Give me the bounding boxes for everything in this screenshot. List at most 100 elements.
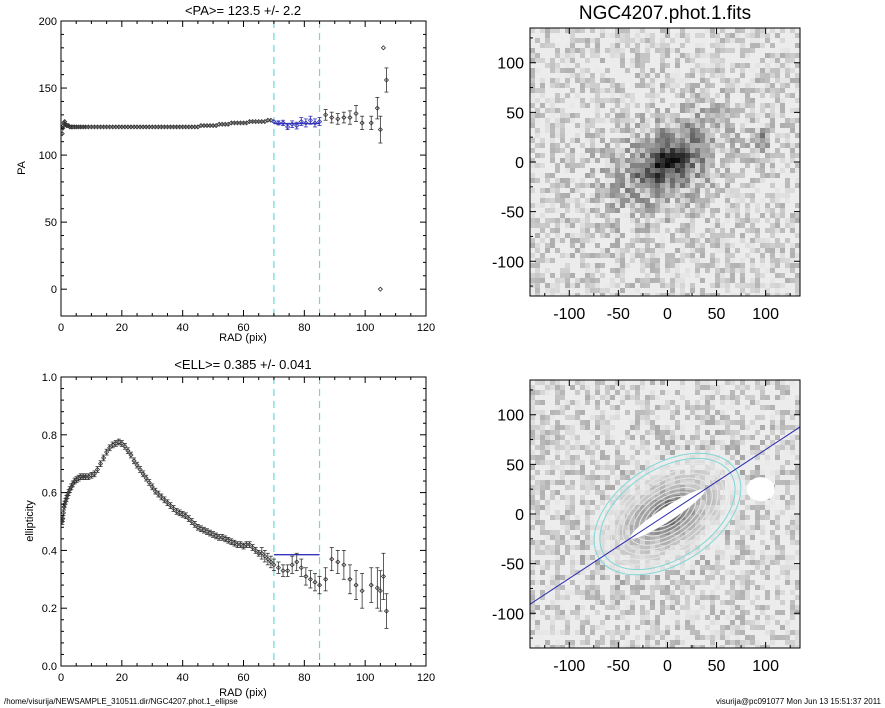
img2-pixel — [710, 630, 715, 635]
img2-pixel — [565, 510, 570, 515]
img1-pixel — [565, 143, 570, 148]
img1-pixel — [690, 83, 695, 88]
img2-pixel — [790, 480, 795, 485]
img2-pixel — [600, 395, 605, 400]
img2-pixel — [665, 570, 670, 575]
img2-pixel — [575, 480, 580, 485]
img1-pixel — [730, 213, 735, 218]
img1-pixel — [590, 158, 595, 163]
img1-pixel — [615, 238, 620, 243]
img2-pixel — [590, 395, 595, 400]
img1-pixel — [665, 148, 670, 153]
img1-pixel — [730, 28, 735, 33]
img1-pixel — [635, 53, 640, 58]
img1-pixel — [640, 53, 645, 58]
img2-pixel — [635, 490, 640, 495]
img1-pixel — [625, 83, 630, 88]
img1-pixel — [670, 88, 675, 93]
img1-pixel — [595, 118, 600, 123]
img1-pixel — [780, 248, 785, 253]
img1-pixel — [795, 43, 800, 48]
img1-pixel — [530, 113, 535, 118]
img1-pixel — [635, 263, 640, 268]
img2-pixel — [705, 400, 710, 405]
ell-point — [298, 558, 304, 577]
img2-pixel — [745, 455, 750, 460]
img2-pixel — [790, 415, 795, 420]
img1-pixel — [615, 138, 620, 143]
img1-pixel — [650, 223, 655, 228]
img1-pixel — [570, 178, 575, 183]
img2-pixel — [795, 410, 800, 415]
img2-pixel — [695, 500, 700, 505]
img1-pixel — [570, 223, 575, 228]
img2-pixel — [540, 530, 545, 535]
img1-pixel — [545, 108, 550, 113]
img1-pixel — [770, 53, 775, 58]
img2-pixel — [785, 630, 790, 635]
img1-pixel — [760, 108, 765, 113]
img1-pixel — [535, 123, 540, 128]
img2-pixel — [770, 415, 775, 420]
img2-pixel — [735, 395, 740, 400]
img1-pixel — [685, 218, 690, 223]
img2-pixel — [645, 510, 650, 515]
img1-pixel — [530, 243, 535, 248]
img2-pixel — [540, 415, 545, 420]
img1-pixel — [670, 38, 675, 43]
img1-pixel — [690, 218, 695, 223]
img1-pixel — [730, 263, 735, 268]
img1-pixel — [545, 123, 550, 128]
img1-pixel — [530, 58, 535, 63]
img1-pixel — [570, 58, 575, 63]
img1-pixel — [620, 263, 625, 268]
img1-pixel — [765, 238, 770, 243]
img1-pixel — [665, 268, 670, 273]
img1-pixel — [755, 178, 760, 183]
img2-pixel — [760, 560, 765, 565]
img1-pixel — [690, 228, 695, 233]
img1-pixel — [555, 83, 560, 88]
img1-pixel — [575, 288, 580, 293]
img1-pixel — [630, 103, 635, 108]
img2-pixel — [635, 625, 640, 630]
img1-pixel — [780, 208, 785, 213]
ell-point — [140, 470, 146, 478]
img1-pixel — [650, 133, 655, 138]
img2-pixel — [570, 590, 575, 595]
img1-pixel — [610, 223, 615, 228]
img1-pixel — [725, 123, 730, 128]
img1-pixel — [700, 203, 705, 208]
img2-pixel — [695, 435, 700, 440]
img1-pixel — [765, 63, 770, 68]
img1-pixel — [735, 38, 740, 43]
img1-pixel — [555, 48, 560, 53]
img1-pixel — [675, 48, 680, 53]
img2-pixel — [775, 525, 780, 530]
img2-pixel — [695, 510, 700, 515]
ell-point — [204, 528, 210, 535]
img1-pixel — [660, 143, 665, 148]
img2-pixel — [545, 420, 550, 425]
img1-pixel — [720, 243, 725, 248]
img2-pixel — [545, 635, 550, 640]
img1-pixel — [795, 188, 800, 193]
img1-pixel — [770, 168, 775, 173]
img1-pixel — [710, 173, 715, 178]
img2-pixel — [655, 455, 660, 460]
img1-pixel — [750, 158, 755, 163]
img2-pixel — [720, 405, 725, 410]
img1-pixel — [620, 108, 625, 113]
img2-pixel — [720, 480, 725, 485]
img2-pixel — [710, 500, 715, 505]
ell-diamond — [62, 501, 68, 507]
img1-pixel — [530, 123, 535, 128]
img1-pixel — [590, 273, 595, 278]
pa-ytick-label: 50 — [45, 217, 57, 229]
img2-pixel — [615, 560, 620, 565]
img1-pixel — [575, 163, 580, 168]
img2-pixel — [745, 610, 750, 615]
img1-pixel — [640, 163, 645, 168]
img2-pixel — [730, 490, 735, 495]
img1-pixel — [760, 128, 765, 133]
